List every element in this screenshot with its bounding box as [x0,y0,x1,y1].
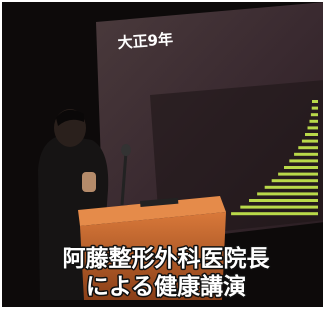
slide-bar [311,113,318,116]
slide-bar [302,140,318,143]
slide-bar [272,179,318,182]
slide-bar [249,199,318,202]
slide-bar [308,126,318,129]
photo: 大正9年 阿藤整形外科医院長 による健康講演 [0,0,325,309]
slide-bar [284,166,318,169]
slide-bar [257,192,318,195]
caption-line: 阿藤整形外科医院長 [63,245,271,272]
slide-bar [278,173,318,176]
slide-bar [305,133,318,136]
slide-bar [309,120,318,123]
caption-line: による健康講演 [86,273,246,300]
slide-bar [265,186,318,189]
slide-bar [231,212,318,215]
slide-bar [240,206,318,209]
slide-bar [294,153,318,156]
slide-bar [298,146,318,149]
slide-bar [312,107,318,110]
microphone [121,144,131,156]
speaker-hand [82,172,96,192]
slide-bar [289,159,318,162]
slide-bar [312,100,318,103]
page: 大正9年 阿藤整形外科医院長 による健康講演 (() => { const da… [0,0,325,309]
